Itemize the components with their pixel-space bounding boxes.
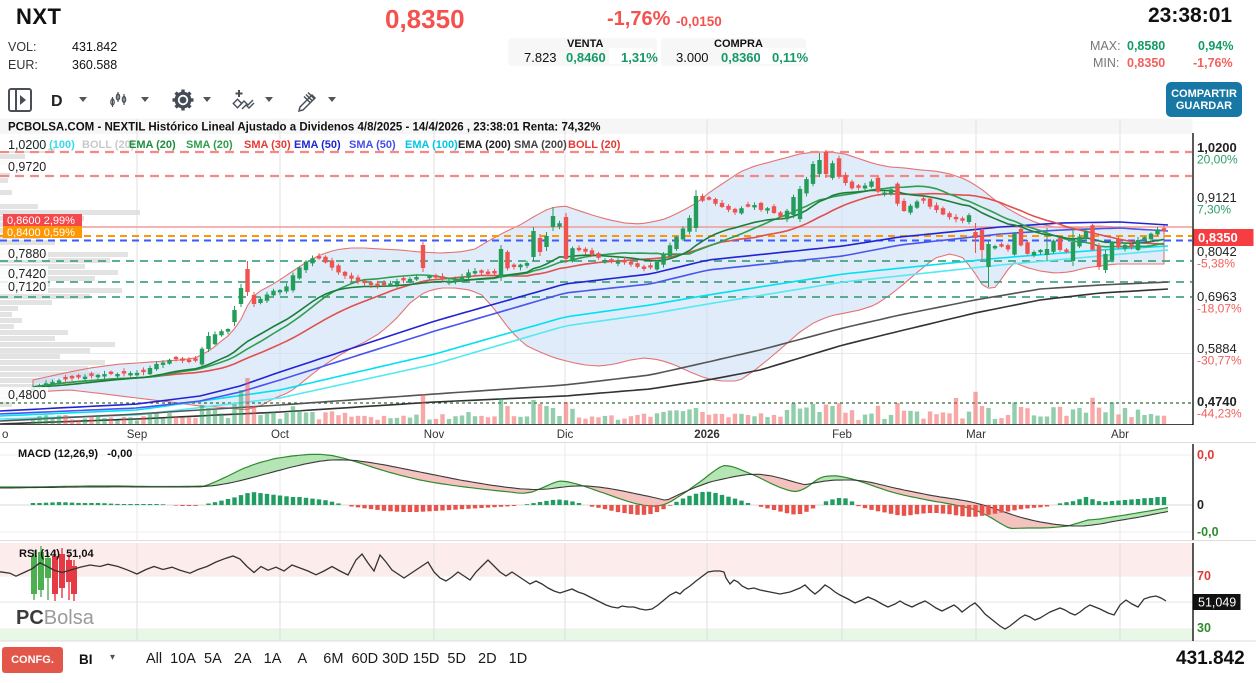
svg-text:0,8350: 0,8350 — [1198, 230, 1238, 245]
svg-text:D: D — [51, 93, 63, 110]
svg-text:-44,23%: -44,23% — [1197, 407, 1242, 421]
svg-text:1,0200: 1,0200 — [1197, 140, 1237, 155]
svg-text:0,7880: 0,7880 — [8, 247, 46, 261]
svg-text:-18,07%: -18,07% — [1197, 302, 1242, 316]
svg-text:Sep: Sep — [127, 429, 147, 441]
svg-text:EMA (100): EMA (100) — [405, 139, 458, 151]
svg-text:0,9121: 0,9121 — [1197, 190, 1237, 205]
svg-text:70: 70 — [1197, 569, 1211, 583]
svg-text:SMA (30): SMA (30) — [244, 139, 291, 151]
svg-text:PCBolsa: PCBolsa — [16, 607, 95, 629]
svg-text:30: 30 — [1197, 621, 1211, 635]
svg-text:BOLL (20): BOLL (20) — [568, 139, 621, 151]
svg-text:0,8400 0,59%: 0,8400 0,59% — [7, 227, 75, 239]
svg-text:7,30%: 7,30% — [1197, 203, 1231, 217]
svg-text:0,4800: 0,4800 — [8, 388, 46, 402]
svg-text:PCBOLSA.COM - NEXTIL Histórico: PCBOLSA.COM - NEXTIL Histórico Lineal Aj… — [8, 122, 600, 134]
svg-text:Dic: Dic — [557, 429, 574, 441]
svg-text:EMA (200): EMA (200) — [458, 139, 511, 151]
svg-text:Nov: Nov — [424, 429, 445, 441]
svg-text:SMA (20): SMA (20) — [186, 139, 233, 151]
svg-text:BOLL (20): BOLL (20) — [82, 139, 135, 151]
svg-text:Abr: Abr — [1111, 429, 1129, 441]
svg-text:Feb: Feb — [832, 429, 852, 441]
svg-text:MACD (12,26,9) -0,00: MACD (12,26,9) -0,00 — [18, 448, 132, 460]
svg-text:EMA (20): EMA (20) — [129, 139, 176, 151]
svg-text:0,9720: 0,9720 — [8, 160, 46, 174]
svg-text:2026: 2026 — [694, 429, 720, 441]
svg-text:Oct: Oct — [271, 429, 290, 441]
svg-text:SMA (50): SMA (50) — [349, 139, 396, 151]
svg-text:1,0200: 1,0200 — [8, 138, 46, 152]
svg-text:SMA (200): SMA (200) — [514, 139, 567, 151]
svg-text:20,00%: 20,00% — [1197, 153, 1238, 167]
svg-text:0,6963: 0,6963 — [1197, 289, 1237, 304]
svg-text:0,7420: 0,7420 — [8, 267, 46, 281]
svg-text:-5,38%: -5,38% — [1197, 257, 1235, 271]
svg-text:0: 0 — [1197, 498, 1204, 512]
svg-text:o: o — [2, 429, 8, 441]
svg-text:Mar: Mar — [966, 429, 986, 441]
svg-text:0,4740: 0,4740 — [1197, 394, 1237, 409]
svg-text:EMA (50): EMA (50) — [294, 139, 341, 151]
svg-text:0,0: 0,0 — [1197, 448, 1214, 462]
svg-text:0,8600 2,99%: 0,8600 2,99% — [7, 215, 75, 227]
svg-text:-30,77%: -30,77% — [1197, 354, 1242, 368]
svg-text:51,049: 51,049 — [1198, 596, 1236, 610]
svg-text:0,8042: 0,8042 — [1197, 244, 1237, 259]
svg-text:-0,0: -0,0 — [1197, 525, 1219, 539]
svg-text:0,5884: 0,5884 — [1197, 341, 1237, 356]
svg-text:RSI (14) 51,04: RSI (14) 51,04 — [19, 548, 94, 560]
svg-text:0,7120: 0,7120 — [8, 280, 46, 294]
